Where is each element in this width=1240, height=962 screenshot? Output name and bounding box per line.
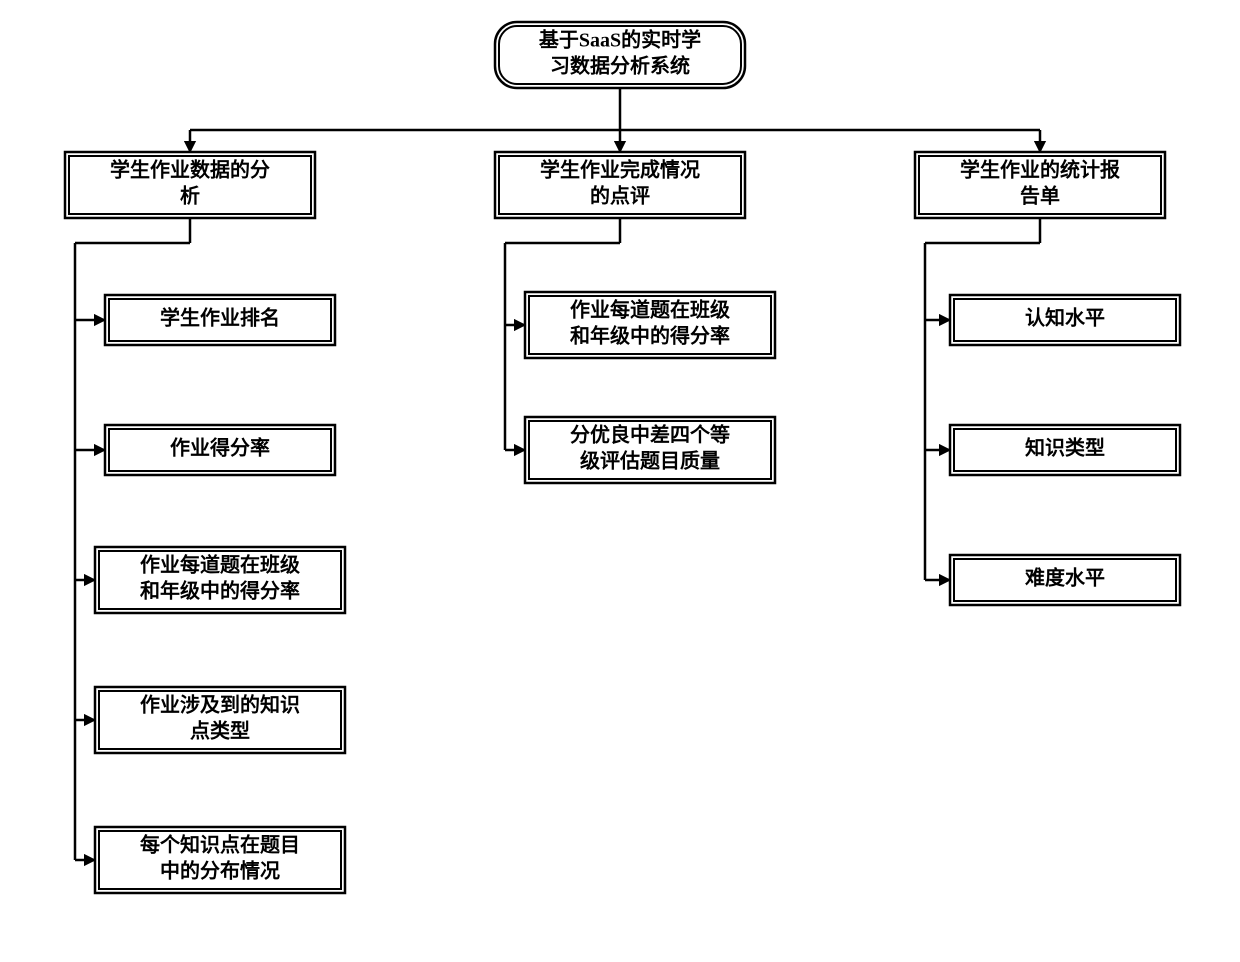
leaf-b2c2-line-1: 级评估题目质量 — [580, 449, 720, 473]
branch-b3-line-0: 学生作业的统计报 — [960, 158, 1120, 182]
leaf-b3c1-line-0: 认知水平 — [1025, 306, 1105, 330]
branch-b2-line-1: 的点评 — [590, 184, 650, 208]
leaf-b2c2-line-0: 分优良中差四个等 — [570, 423, 730, 447]
root-node-line-1: 习数据分析系统 — [550, 54, 690, 78]
branch-b1-line-1: 析 — [180, 185, 200, 208]
branch-b2-line-0: 学生作业完成情况 — [540, 158, 700, 182]
leaf-b2c1-line-0: 作业每道题在班级 — [570, 298, 730, 322]
leaf-b1c3-line-0: 作业每道题在班级 — [140, 553, 300, 577]
leaf-b2c1-line-1: 和年级中的得分率 — [570, 324, 730, 348]
flowchart-canvas: 基于SaaS的实时学习数据分析系统学生作业数据的分析学生作业排名作业得分率作业每… — [0, 0, 1240, 962]
leaf-b3c2-line-0: 知识类型 — [1025, 436, 1105, 460]
leaf-b1c3-line-1: 和年级中的得分率 — [140, 579, 300, 603]
leaf-b1c4-line-0: 作业涉及到的知识 — [140, 693, 300, 717]
leaf-b1c5-line-0: 每个知识点在题目 — [140, 833, 300, 857]
leaf-b1c1-line-0: 学生作业排名 — [160, 306, 280, 330]
leaf-b1c2-line-0: 作业得分率 — [170, 436, 270, 460]
branch-b1-line-0: 学生作业数据的分 — [110, 158, 270, 182]
leaf-b3c3-line-0: 难度水平 — [1024, 566, 1105, 590]
leaf-b1c4-line-1: 点类型 — [190, 720, 250, 743]
branch-b3-line-1: 告单 — [1020, 184, 1060, 208]
leaf-b1c5-line-1: 中的分布情况 — [160, 859, 280, 883]
root-node-line-0: 基于SaaS的实时学 — [539, 28, 701, 52]
